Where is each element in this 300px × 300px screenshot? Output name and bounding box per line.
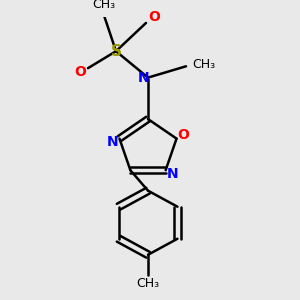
Text: CH₃: CH₃	[92, 0, 116, 11]
Text: CH₃: CH₃	[136, 277, 160, 290]
Text: O: O	[178, 128, 190, 142]
Text: O: O	[74, 65, 86, 79]
Text: N: N	[138, 70, 150, 85]
Text: N: N	[167, 167, 178, 181]
Text: N: N	[107, 135, 118, 149]
Text: S: S	[110, 44, 122, 59]
Text: O: O	[148, 10, 160, 24]
Text: CH₃: CH₃	[192, 58, 216, 71]
